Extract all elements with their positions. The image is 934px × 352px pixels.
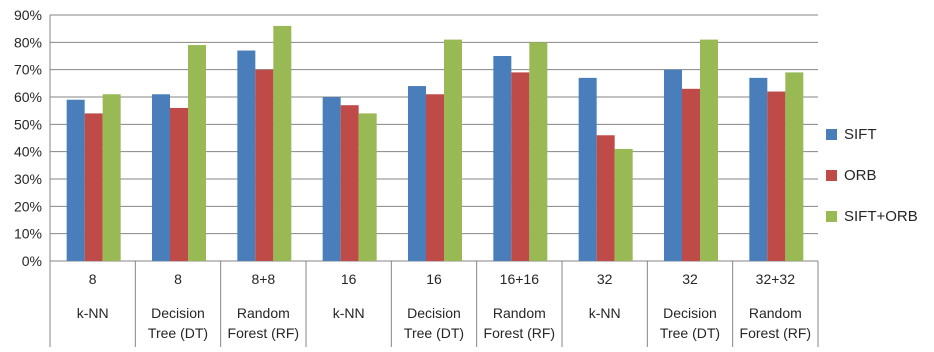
category-classifier-label: Random <box>749 305 802 321</box>
category-size-label: 32+32 <box>756 271 796 287</box>
bar-sift-orb <box>444 39 462 261</box>
y-axis: 0% 10% 20% 30% 40% 50% 60% 70% 80% 90% <box>14 7 51 347</box>
bar-sift <box>152 94 170 262</box>
category-size-label: 8+8 <box>251 271 275 287</box>
bar-sift <box>322 97 341 261</box>
bar-sift-orb <box>529 42 548 262</box>
legend-label: ORB <box>844 167 877 184</box>
bar-sift-orb <box>785 72 804 262</box>
legend-swatch <box>826 129 837 140</box>
bar-sift <box>493 56 512 261</box>
category-size-label: 32 <box>682 271 698 287</box>
category-classifier-label: Random <box>237 305 290 321</box>
category-size-label: 16 <box>426 271 442 287</box>
category-size-label: 8 <box>174 271 182 287</box>
category-size-label: 16+16 <box>500 271 540 287</box>
category-classifier-label: Random <box>493 305 546 321</box>
bar-sift <box>408 86 426 261</box>
category-classifier-label: Tree (DT) <box>148 325 208 341</box>
category-size-label: 8 <box>89 271 97 287</box>
bar-sift <box>749 77 768 261</box>
legend-item: SIFT <box>826 124 918 145</box>
bar-orb <box>255 69 274 262</box>
category-classifier-label: Forest (RF) <box>740 325 812 341</box>
bars <box>66 25 804 262</box>
bar-sift <box>237 50 256 262</box>
bar-sift <box>578 77 597 261</box>
legend-item: ORB <box>826 165 918 186</box>
bar-sift-orb <box>700 39 718 261</box>
bar-orb <box>596 135 615 261</box>
bar-orb <box>340 105 359 261</box>
y-tick-label: 30% <box>14 171 42 187</box>
category-size-label: 32 <box>597 271 613 287</box>
legend-swatch <box>826 211 837 222</box>
category-classifier-label: Decision <box>663 305 717 321</box>
y-tick-label: 60% <box>14 89 42 105</box>
legend: SIFT ORB SIFT+ORB <box>826 124 918 247</box>
y-tick-label: 50% <box>14 116 42 132</box>
bar-sift-orb <box>102 94 121 262</box>
y-tick-label: 20% <box>14 198 42 214</box>
bar-orb <box>511 72 530 262</box>
legend-label: SIFT <box>844 126 877 143</box>
y-tick-label: 80% <box>14 34 42 50</box>
bar-sift-orb <box>614 148 633 261</box>
category-classifier-label: k-NN <box>77 305 109 321</box>
category-classifier-label: Tree (DT) <box>404 325 464 341</box>
bar-sift <box>66 99 85 261</box>
bar-orb <box>84 113 103 262</box>
category-classifier-label: k-NN <box>589 305 621 321</box>
bar-orb <box>682 88 700 261</box>
category-classifier-label: Decision <box>407 305 461 321</box>
bar-sift-orb <box>273 25 292 261</box>
category-classifier-label: Forest (RF) <box>228 325 300 341</box>
bar-orb <box>170 107 188 261</box>
legend-swatch <box>826 170 837 181</box>
y-tick-label: 0% <box>22 253 42 269</box>
bar-sift-orb <box>188 45 206 261</box>
y-tick-label: 70% <box>14 62 42 78</box>
category-classifier-label: Decision <box>151 305 205 321</box>
legend-label: SIFT+ORB <box>844 208 918 225</box>
bar-sift <box>664 69 682 262</box>
bar-orb <box>426 94 444 262</box>
legend-item: SIFT+ORB <box>826 206 918 227</box>
bar-orb <box>767 91 786 262</box>
y-tick-label: 10% <box>14 226 42 242</box>
category-table: 8 k-NN 8 Decision Tree (DT) 8+8 Random Forest (… <box>49 261 819 347</box>
bar-sift-orb <box>358 113 377 262</box>
y-tick-label: 40% <box>14 144 42 160</box>
category-size-label: 16 <box>341 271 357 287</box>
category-classifier-label: k-NN <box>333 305 365 321</box>
category-classifier-label: Tree (DT) <box>660 325 720 341</box>
category-classifier-label: Forest (RF) <box>484 325 556 341</box>
y-tick-label: 90% <box>14 7 42 23</box>
